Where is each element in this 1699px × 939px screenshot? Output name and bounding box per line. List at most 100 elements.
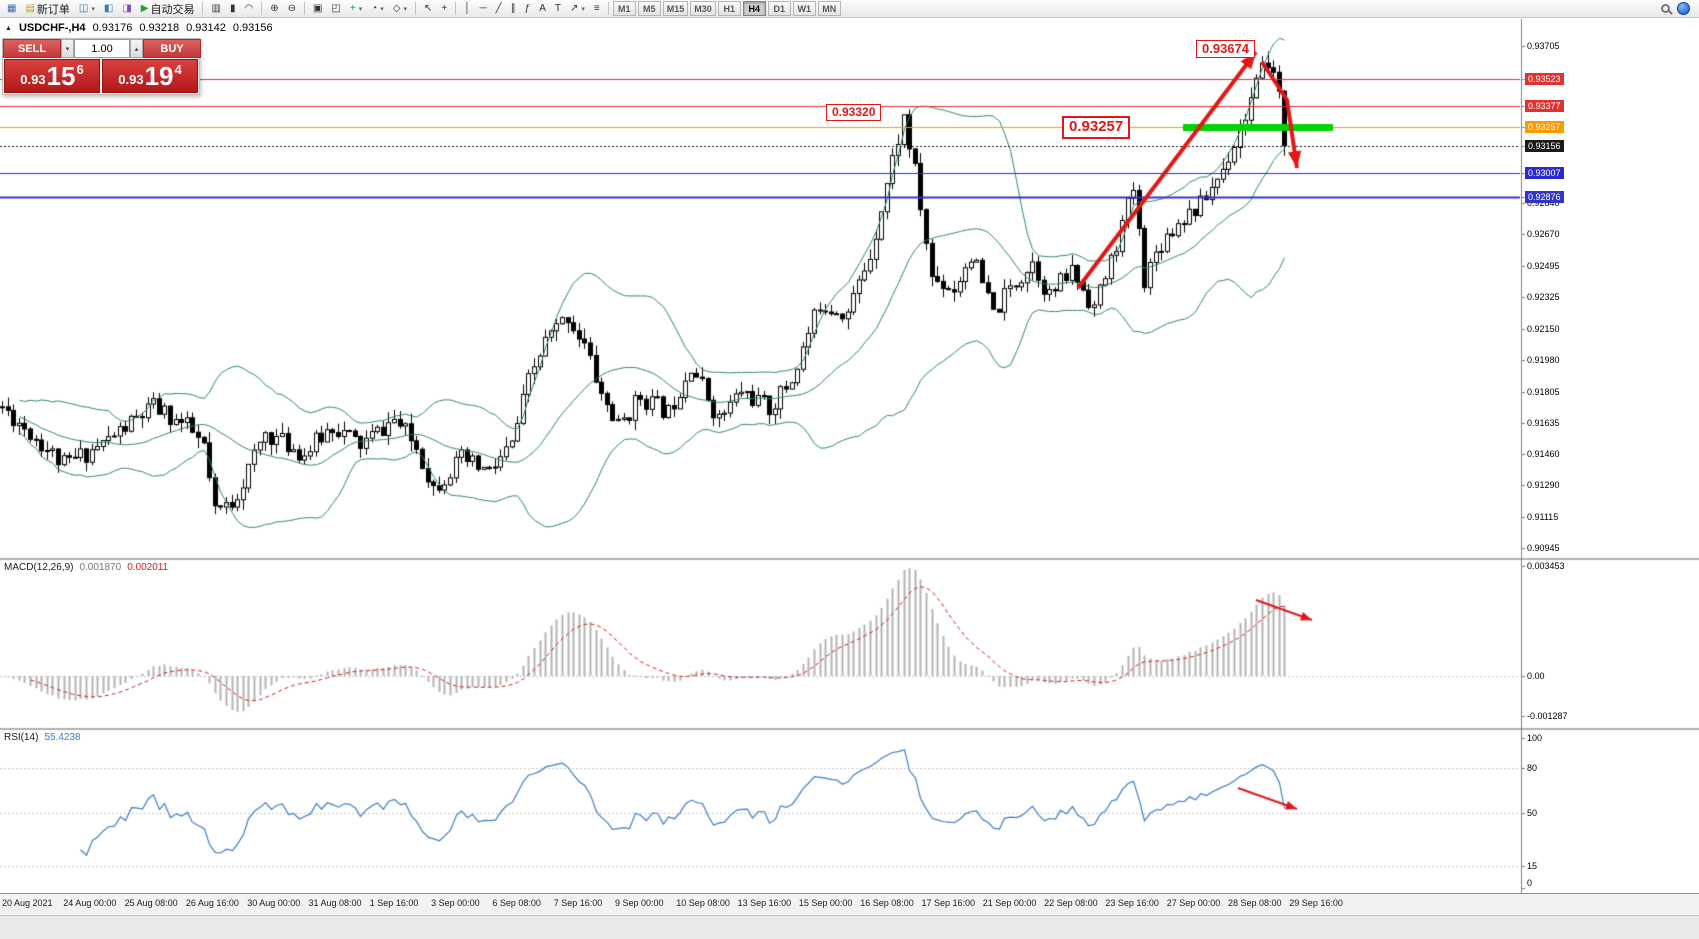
vertical-line-button[interactable]: │ — [460, 1, 474, 17]
cascade-windows-button[interactable]: ◰ — [327, 1, 344, 17]
indicators-icon: + — [349, 2, 356, 14]
timeframe-m30-button[interactable]: M30 — [690, 1, 716, 16]
new-chart-button[interactable]: ▦ — [3, 1, 20, 17]
time-axis[interactable] — [0, 893, 1699, 915]
dropdown-arrow-icon: ▾ — [358, 5, 363, 13]
symbol-name: USDCHF-,H4 — [18, 22, 86, 34]
volume-input[interactable] — [74, 39, 130, 58]
horizontal-line-icon: ─ — [479, 2, 487, 14]
crosshair-icon: + — [441, 2, 448, 14]
sell-button[interactable]: SELL — [3, 39, 61, 58]
macd-signal-value: 0.002011 — [127, 562, 169, 573]
toolbar-separator — [455, 2, 457, 15]
line-chart-icon: ◠ — [244, 2, 254, 14]
collapse-arrow-icon[interactable]: ▲ — [5, 24, 12, 32]
sell-price-button[interactable]: 0.93 15 6 — [4, 59, 100, 93]
buy-price-pip: 4 — [174, 62, 182, 77]
zoom-in-icon: ⊕ — [270, 2, 279, 14]
trendline-icon: ╱ — [495, 2, 502, 14]
timeframe-h1-button[interactable]: H1 — [717, 1, 741, 16]
cursor-button[interactable]: ↖ — [420, 1, 436, 17]
dropdown-arrow-icon: ▾ — [581, 5, 585, 13]
data-window-icon: ◨ — [122, 2, 132, 14]
dropdown-arrow-icon: ▾ — [91, 5, 95, 13]
crosshair-button[interactable]: + — [437, 1, 451, 17]
status-bar — [0, 915, 1699, 939]
rsi-header: RSI(14) 55.4238 — [4, 732, 81, 743]
cascade-windows-icon: ◰ — [331, 2, 341, 14]
text-icon: A — [539, 2, 546, 14]
buy-price-prefix: 0.93 — [118, 71, 144, 87]
bar-open-value: 0.93176 — [92, 22, 133, 34]
templates-button[interactable]: ◇ ▾ — [389, 1, 411, 17]
symbol-info-bar: ▲ USDCHF-,H4 0.93176 0.93218 0.93142 0.9… — [5, 22, 273, 34]
zoom-in-button[interactable]: ⊕ — [266, 1, 282, 17]
auto-trading-button-label: 自动交易 — [150, 3, 195, 16]
arrows-icon: ↗ — [569, 2, 579, 14]
chart-profiles-button[interactable]: ◫ ▾ — [75, 1, 99, 17]
timeframe-d1-button[interactable]: D1 — [767, 1, 791, 16]
text-label-icon: T — [554, 2, 561, 14]
timeframe-m5-button[interactable]: M5 — [637, 1, 661, 16]
fibonacci-icon: ƒ — [524, 2, 531, 14]
market-watch-icon: ◧ — [103, 2, 114, 14]
tile-windows-button[interactable]: ▣ — [309, 1, 326, 17]
bar-chart-button[interactable]: ▥ — [207, 1, 224, 17]
volume-up-button[interactable]: ▴ — [130, 39, 143, 58]
timeframe-w1-button[interactable]: W1 — [792, 1, 816, 16]
equidistant-channel-icon: ∥ — [510, 2, 516, 14]
timeframe-h4-button[interactable]: H4 — [742, 1, 766, 16]
buy-button[interactable]: BUY — [143, 39, 201, 58]
new-chart-icon: ▦ — [7, 2, 17, 14]
toolbar-separator — [607, 2, 609, 15]
zoom-out-button[interactable]: ⊖ — [284, 1, 300, 17]
trendline-button[interactable]: ╱ — [492, 1, 506, 17]
bar-high-value: 0.93218 — [139, 22, 180, 34]
sell-price-prefix: 0.93 — [20, 71, 46, 87]
templates-icon: ◇ — [392, 2, 401, 14]
one-click-trading-panel: SELL ▾ ▴ BUY 0.93 15 6 0.93 19 4 — [2, 38, 201, 95]
periods-button[interactable]: ◔ ▾ — [367, 1, 388, 17]
timeframe-mn-button[interactable]: MN — [817, 1, 841, 16]
toolbar-separator — [415, 2, 417, 15]
text-button[interactable]: A — [535, 1, 550, 17]
horizontal-line-button[interactable]: ─ — [476, 1, 491, 17]
new-order-button[interactable]: ▤ 新订单 — [21, 1, 73, 17]
macd-main-value: 0.001870 — [79, 562, 122, 573]
bar-low-value: 0.93142 — [186, 22, 226, 34]
data-window-button[interactable]: ◨ — [118, 1, 135, 17]
rsi-value: 55.4238 — [44, 732, 81, 743]
buy-price-button[interactable]: 0.93 19 4 — [102, 59, 198, 93]
text-label-button[interactable]: T — [551, 1, 565, 17]
cursor-icon: ↖ — [424, 2, 433, 14]
auto-trading-button[interactable]: ▶ 自动交易 — [137, 1, 199, 17]
community-icon[interactable] — [1677, 2, 1690, 15]
timeframe-m15-button[interactable]: M15 — [662, 1, 689, 16]
dropdown-arrow-icon: ▾ — [380, 5, 384, 13]
tile-windows-icon: ▣ — [312, 2, 323, 14]
sell-price-pip: 6 — [76, 62, 84, 77]
equidistant-channel-button[interactable]: ∥ — [507, 1, 520, 17]
line-chart-button[interactable]: ◠ — [240, 1, 257, 17]
bar-close-value: 0.93156 — [232, 22, 273, 34]
macd-header: MACD(12,26,9) 0.001870 0.002011 — [4, 562, 168, 573]
indicators-button[interactable]: + ▾ — [346, 1, 366, 17]
objects-list-icon: ≡ — [593, 2, 600, 14]
toolbar-separator — [261, 2, 263, 15]
fibonacci-button[interactable]: ƒ — [521, 1, 535, 17]
rsi-label: RSI(14) — [4, 732, 39, 743]
objects-list-button[interactable]: ≡ — [590, 1, 604, 17]
timeframe-m1-button[interactable]: M1 — [612, 1, 636, 16]
search-icon[interactable] — [1661, 4, 1670, 13]
arrows-button[interactable]: ↗ ▾ — [566, 1, 589, 17]
candlestick-chart-button[interactable]: ▮ — [226, 1, 240, 17]
vertical-line-icon: │ — [464, 2, 471, 14]
toolbar: ▦ ▤ 新订单 ◫ ▾ ◧ ◨ ▶ 自动交易 ▥ ▮ ◠ ⊕ ⊖ ▣ ◰ + ▾ ◔ ▾ ◇ ▾ ↖ + │ ─ ╱ ∥ ƒ A T ↗ ▾ ≡ M… — [0, 0, 1699, 18]
periods-icon: ◔ — [371, 2, 378, 14]
new-order-button-label: 新订单 — [36, 3, 70, 16]
candlestick-chart-icon: ▮ — [229, 2, 236, 14]
volume-down-button[interactable]: ▾ — [61, 39, 74, 58]
market-watch-button[interactable]: ◧ — [100, 1, 117, 17]
